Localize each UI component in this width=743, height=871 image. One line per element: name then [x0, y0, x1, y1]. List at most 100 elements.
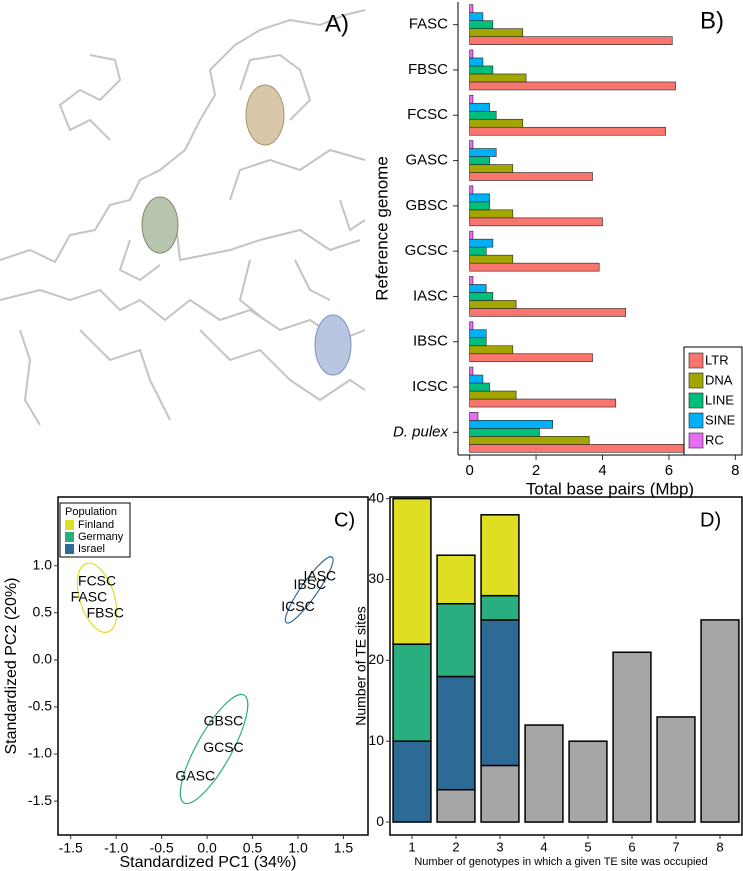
point-label: FASC [71, 588, 108, 604]
x-axis-title: Total base pairs (Mbp) [526, 479, 694, 498]
bar [469, 140, 474, 149]
x-tick-label: -1.5 [59, 840, 83, 856]
bar [469, 81, 676, 91]
bar [469, 102, 490, 112]
legend-swatch [65, 544, 74, 554]
bar [469, 238, 494, 248]
y-tick-label: 0.5 [33, 604, 53, 620]
legend-swatch [688, 392, 704, 409]
bar [469, 254, 514, 264]
x-tick-label: 6 [665, 462, 673, 479]
bar [469, 156, 490, 165]
panel-label: D) [700, 509, 721, 531]
bar [469, 110, 497, 120]
y-tick-label: -1.0 [28, 745, 52, 761]
legend-label: Israel [78, 543, 105, 555]
bar [469, 262, 600, 272]
bar [469, 420, 553, 429]
point-label: IBSC [293, 576, 326, 592]
y-axis-title: Standardized PC2 (20%) [3, 578, 20, 755]
bar [469, 57, 484, 67]
bar-segment [524, 724, 564, 823]
bar [469, 284, 487, 293]
x-axis-title: Number of genotypes in which a given TE … [414, 856, 707, 868]
point-label: GBSC [204, 713, 244, 729]
x-tick-label: 1 [408, 839, 415, 854]
y-tick-label: ICSC [412, 378, 448, 395]
bar [469, 337, 487, 347]
bar [469, 321, 474, 331]
x-tick-label: -0.5 [150, 840, 174, 856]
y-axis-title: Number of TE sites [353, 606, 369, 726]
bar-segment [392, 497, 432, 645]
y-tick-label: 40 [368, 489, 384, 505]
legend-label: LTR [705, 352, 729, 367]
y-tick-label: -0.5 [28, 698, 52, 714]
bar [469, 398, 617, 408]
y-tick-label: FBSC [408, 61, 448, 78]
legend-swatch [65, 532, 74, 542]
x-tick-label: 0.5 [243, 840, 263, 856]
bar-segment [480, 514, 520, 597]
bar-segment [612, 651, 652, 823]
daphnia-icon [314, 314, 352, 376]
legend-swatch [688, 352, 704, 369]
bar [469, 353, 593, 363]
bar [469, 94, 474, 104]
bar [469, 49, 474, 59]
bar [469, 230, 474, 240]
coastline [0, 9, 366, 264]
bar [469, 436, 590, 445]
x-tick-label: 6 [628, 839, 635, 854]
y-tick-label: 0 [376, 813, 384, 829]
bar [469, 20, 494, 29]
x-tick-label: 2 [532, 462, 540, 479]
panel-label: B) [700, 7, 724, 34]
bar [469, 36, 673, 45]
bar [469, 126, 666, 136]
bar [469, 308, 627, 317]
y-tick-label: GCSC [405, 242, 449, 259]
daphnia-icon [245, 84, 285, 146]
bar-segment [392, 643, 432, 742]
legend-label: RC [705, 432, 724, 447]
bar [469, 246, 487, 256]
bar [469, 185, 474, 195]
confidence-ellipse [76, 562, 118, 633]
y-tick-label: 10 [368, 732, 384, 748]
point-label: GASC [175, 767, 215, 783]
confidence-ellipse [179, 693, 249, 805]
plot-frame [389, 496, 743, 836]
bar [469, 374, 484, 384]
bar [469, 12, 484, 21]
y-axis-title: Reference genome [372, 156, 391, 301]
legend-swatch [688, 372, 704, 389]
bar-segment [480, 619, 520, 767]
point-label: FBSC [87, 604, 124, 620]
panel-label: C) [334, 509, 355, 531]
y-tick-label: 0.0 [33, 651, 53, 667]
bar [469, 209, 514, 219]
y-tick-label: -1.5 [28, 792, 52, 808]
bar [469, 412, 479, 421]
bar [469, 193, 490, 203]
daphnia-icon [141, 196, 179, 254]
bar [469, 201, 490, 211]
point-label: ICSC [281, 598, 314, 614]
bar-segment [436, 554, 476, 605]
y-tick-label: FCSC [407, 106, 448, 123]
x-tick-label: 4 [540, 839, 547, 854]
bar [469, 329, 487, 339]
bar-segment [656, 716, 696, 823]
bar-segment [392, 740, 432, 823]
y-tick-label: IBSC [413, 333, 448, 350]
x-tick-label: 3 [496, 839, 503, 854]
bar [469, 118, 524, 128]
y-tick-label: IASC [413, 287, 448, 304]
bar [469, 4, 474, 13]
bar [469, 390, 517, 400]
coastline [0, 288, 366, 342]
y-tick-label: 20 [368, 651, 384, 667]
y-tick-label: FASC [409, 16, 448, 33]
